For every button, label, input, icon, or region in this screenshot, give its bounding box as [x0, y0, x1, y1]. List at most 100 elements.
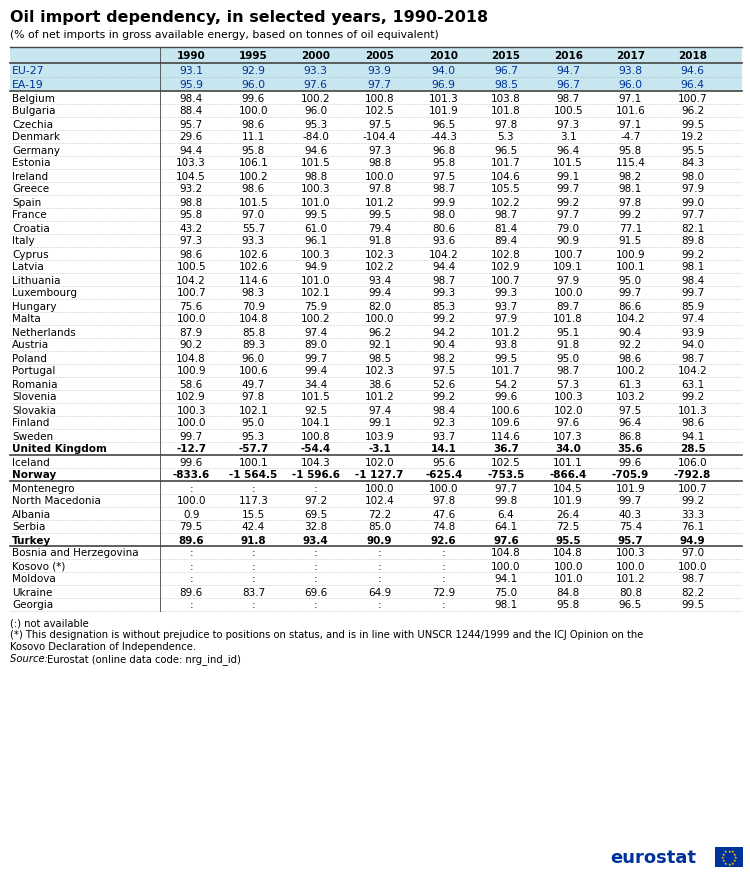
- Text: 100.2: 100.2: [616, 366, 645, 376]
- Text: 97.1: 97.1: [619, 93, 642, 103]
- Text: 76.1: 76.1: [681, 522, 704, 531]
- Text: 98.8: 98.8: [304, 171, 327, 182]
- Text: 95.8: 95.8: [432, 159, 455, 168]
- Text: -792.8: -792.8: [674, 470, 711, 480]
- Text: 96.2: 96.2: [368, 327, 392, 337]
- Text: 85.9: 85.9: [681, 301, 704, 311]
- Text: 34.4: 34.4: [304, 379, 327, 389]
- Text: 63.1: 63.1: [681, 379, 704, 389]
- Text: 101.0: 101.0: [301, 197, 331, 207]
- Text: 88.4: 88.4: [179, 106, 203, 117]
- Text: 90.4: 90.4: [619, 327, 642, 337]
- Text: 96.9: 96.9: [432, 80, 456, 90]
- Text: -104.4: -104.4: [363, 132, 397, 142]
- Text: 2000: 2000: [301, 51, 330, 61]
- Text: 1995: 1995: [239, 51, 268, 61]
- Bar: [10, 131, 742, 144]
- Text: Albania: Albania: [12, 509, 51, 519]
- Text: 95.8: 95.8: [556, 600, 580, 610]
- Text: 114.6: 114.6: [491, 431, 520, 441]
- Bar: [10, 260, 742, 274]
- Text: 99.5: 99.5: [304, 210, 327, 220]
- Text: 101.1: 101.1: [554, 457, 583, 467]
- Text: 99.2: 99.2: [681, 496, 704, 506]
- Text: 98.4: 98.4: [432, 405, 455, 415]
- Text: 2015: 2015: [491, 51, 520, 61]
- Text: :: :: [251, 483, 255, 493]
- Text: 97.2: 97.2: [304, 496, 327, 506]
- Text: 92.2: 92.2: [619, 340, 642, 350]
- Bar: [10, 468, 742, 481]
- Text: 99.2: 99.2: [432, 314, 455, 324]
- Text: 102.3: 102.3: [364, 366, 394, 376]
- Text: 93.8: 93.8: [618, 66, 642, 76]
- Text: 101.6: 101.6: [616, 106, 645, 117]
- Text: 93.3: 93.3: [242, 236, 265, 246]
- Text: 97.8: 97.8: [242, 392, 265, 402]
- Text: 101.2: 101.2: [491, 327, 520, 337]
- Text: 98.8: 98.8: [368, 159, 392, 168]
- Text: 99.6: 99.6: [619, 457, 642, 467]
- Text: 100.0: 100.0: [238, 106, 268, 117]
- Text: 101.0: 101.0: [554, 574, 583, 584]
- Bar: [10, 105, 742, 118]
- Text: Georgia: Georgia: [12, 600, 53, 610]
- Text: 95.5: 95.5: [681, 146, 704, 155]
- Text: Portugal: Portugal: [12, 366, 56, 376]
- Text: 85.3: 85.3: [432, 301, 455, 311]
- Text: :: :: [378, 548, 382, 558]
- Bar: [10, 247, 742, 260]
- Bar: [10, 495, 742, 508]
- Bar: [10, 339, 742, 352]
- Text: 75.9: 75.9: [304, 301, 327, 311]
- Bar: [10, 222, 742, 235]
- Text: 98.6: 98.6: [242, 184, 265, 195]
- Text: 102.6: 102.6: [238, 249, 268, 260]
- Bar: [10, 417, 742, 430]
- Text: 99.8: 99.8: [494, 496, 517, 506]
- Text: 94.6: 94.6: [304, 146, 327, 155]
- Text: 95.8: 95.8: [242, 146, 265, 155]
- Text: 2016: 2016: [554, 51, 583, 61]
- Text: 94.9: 94.9: [680, 535, 706, 545]
- Text: 101.3: 101.3: [678, 405, 707, 415]
- Text: 98.8: 98.8: [179, 197, 203, 207]
- Text: 91.8: 91.8: [368, 236, 392, 246]
- Text: 102.8: 102.8: [491, 249, 520, 260]
- Text: 98.2: 98.2: [432, 353, 455, 363]
- Text: 94.7: 94.7: [556, 66, 580, 76]
- Text: 95.7: 95.7: [179, 119, 203, 129]
- Text: Serbia: Serbia: [12, 522, 45, 531]
- Text: 100.6: 100.6: [491, 405, 520, 415]
- Text: 95.3: 95.3: [242, 431, 265, 441]
- Text: 94.1: 94.1: [681, 431, 704, 441]
- Text: 95.1: 95.1: [556, 327, 580, 337]
- Text: 98.7: 98.7: [556, 93, 580, 103]
- Text: 95.8: 95.8: [179, 210, 203, 220]
- Text: 96.4: 96.4: [680, 80, 704, 90]
- Text: 101.5: 101.5: [554, 159, 583, 168]
- Text: 97.7: 97.7: [556, 210, 580, 220]
- Text: 117.3: 117.3: [238, 496, 268, 506]
- Text: 96.5: 96.5: [494, 146, 517, 155]
- Bar: [715, 847, 743, 867]
- Bar: [10, 403, 742, 417]
- Text: 104.2: 104.2: [176, 275, 206, 285]
- Text: ★: ★: [733, 852, 736, 856]
- Text: 0.9: 0.9: [183, 509, 200, 519]
- Text: 104.2: 104.2: [678, 366, 707, 376]
- Text: 100.0: 100.0: [176, 418, 206, 428]
- Text: Finland: Finland: [12, 418, 50, 428]
- Text: 100.9: 100.9: [616, 249, 645, 260]
- Text: 98.6: 98.6: [242, 119, 265, 129]
- Bar: [10, 48, 742, 64]
- Text: Iceland: Iceland: [12, 457, 50, 467]
- Text: Austria: Austria: [12, 340, 50, 350]
- Text: 100.0: 100.0: [491, 561, 520, 571]
- Text: 97.4: 97.4: [304, 327, 327, 337]
- Text: 97.8: 97.8: [494, 119, 517, 129]
- Text: 100.0: 100.0: [176, 496, 206, 506]
- Text: 97.8: 97.8: [432, 496, 455, 506]
- Text: 93.9: 93.9: [681, 327, 704, 337]
- Text: 93.9: 93.9: [368, 66, 392, 76]
